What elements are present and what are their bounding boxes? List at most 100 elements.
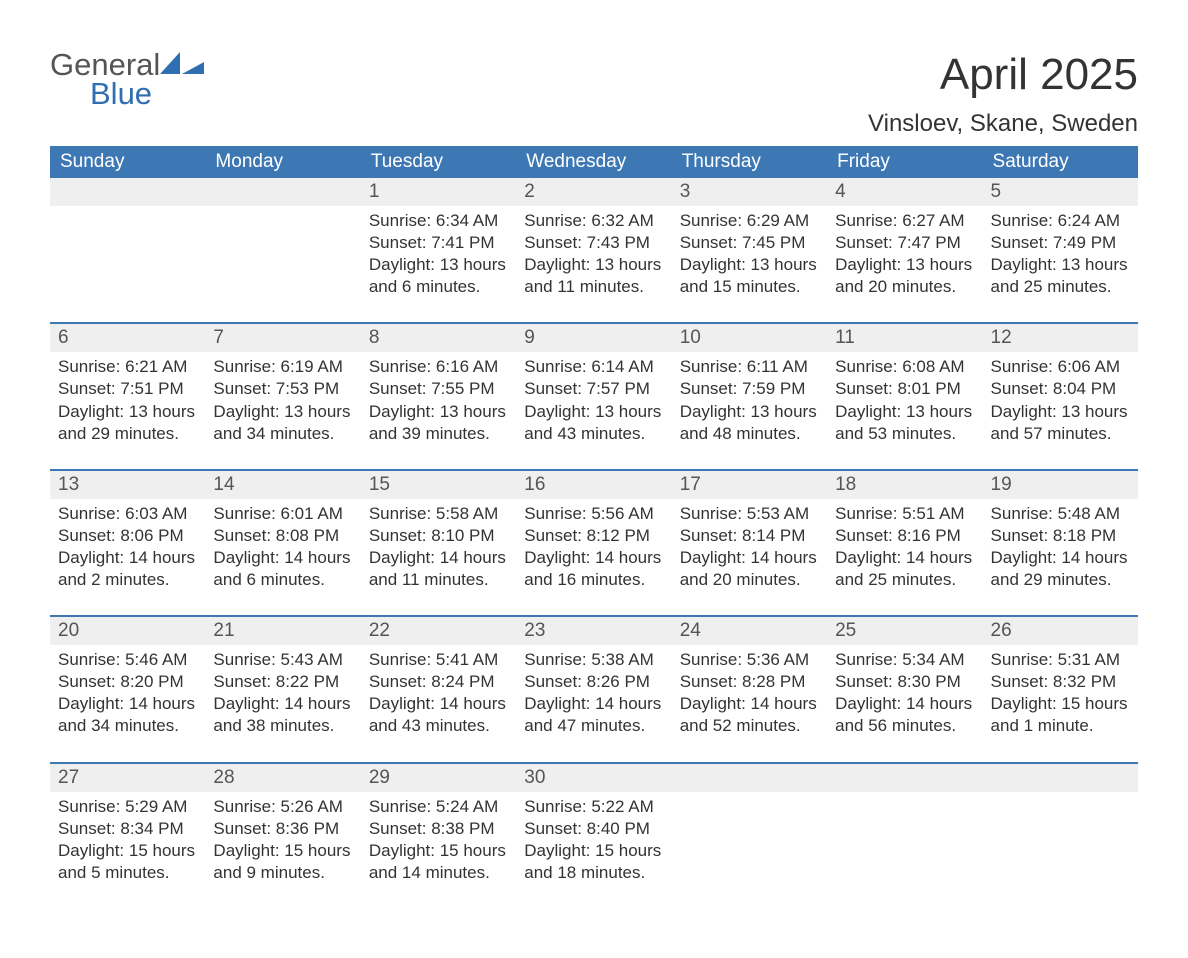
- daylight-text: Daylight: 13 hours and 53 minutes.: [835, 401, 974, 445]
- day-number-cell: 27: [50, 763, 205, 792]
- day-number-cell: 30: [516, 763, 671, 792]
- day-content-cell: Sunrise: 6:16 AMSunset: 7:55 PMDaylight:…: [361, 352, 516, 469]
- day-number-cell: [50, 178, 205, 206]
- day-number-cell: 29: [361, 763, 516, 792]
- sunset-text: Sunset: 7:51 PM: [58, 378, 197, 400]
- content-row: Sunrise: 6:21 AMSunset: 7:51 PMDaylight:…: [50, 352, 1138, 469]
- day-content-cell: Sunrise: 6:19 AMSunset: 7:53 PMDaylight:…: [205, 352, 360, 469]
- sunrise-text: Sunrise: 5:24 AM: [369, 796, 508, 818]
- day-number-cell: 13: [50, 470, 205, 499]
- day-number-cell: 6: [50, 323, 205, 352]
- daylight-text: Daylight: 14 hours and 38 minutes.: [213, 693, 352, 737]
- sunrise-text: Sunrise: 6:32 AM: [524, 210, 663, 232]
- daylight-text: Daylight: 13 hours and 29 minutes.: [58, 401, 197, 445]
- day-content-cell: Sunrise: 5:43 AMSunset: 8:22 PMDaylight:…: [205, 645, 360, 762]
- daylight-text: Daylight: 15 hours and 18 minutes.: [524, 840, 663, 884]
- sunset-text: Sunset: 8:28 PM: [680, 671, 819, 693]
- day-content-cell: Sunrise: 5:31 AMSunset: 8:32 PMDaylight:…: [983, 645, 1138, 762]
- weekday-header: Wednesday: [516, 146, 671, 178]
- daylight-text: Daylight: 13 hours and 20 minutes.: [835, 254, 974, 298]
- daylight-text: Daylight: 14 hours and 56 minutes.: [835, 693, 974, 737]
- daylight-text: Daylight: 15 hours and 14 minutes.: [369, 840, 508, 884]
- daylight-text: Daylight: 13 hours and 34 minutes.: [213, 401, 352, 445]
- day-number-cell: 1: [361, 178, 516, 206]
- content-row: Sunrise: 6:03 AMSunset: 8:06 PMDaylight:…: [50, 499, 1138, 616]
- day-number-cell: 18: [827, 470, 982, 499]
- daynum-row: 6789101112: [50, 323, 1138, 352]
- day-content-cell: [50, 206, 205, 323]
- sunrise-text: Sunrise: 5:58 AM: [369, 503, 508, 525]
- sunrise-text: Sunrise: 6:08 AM: [835, 356, 974, 378]
- day-number-cell: 16: [516, 470, 671, 499]
- day-number-cell: [672, 763, 827, 792]
- daylight-text: Daylight: 13 hours and 25 minutes.: [991, 254, 1130, 298]
- sunrise-text: Sunrise: 5:51 AM: [835, 503, 974, 525]
- sunset-text: Sunset: 7:55 PM: [369, 378, 508, 400]
- day-number-cell: 5: [983, 178, 1138, 206]
- logo-word1: General: [50, 50, 160, 79]
- daynum-row: 27282930: [50, 763, 1138, 792]
- day-content-cell: Sunrise: 5:58 AMSunset: 8:10 PMDaylight:…: [361, 499, 516, 616]
- day-content-cell: Sunrise: 6:06 AMSunset: 8:04 PMDaylight:…: [983, 352, 1138, 469]
- sunrise-text: Sunrise: 5:22 AM: [524, 796, 663, 818]
- sunset-text: Sunset: 7:53 PM: [213, 378, 352, 400]
- sunset-text: Sunset: 8:08 PM: [213, 525, 352, 547]
- daylight-text: Daylight: 15 hours and 5 minutes.: [58, 840, 197, 884]
- sunrise-text: Sunrise: 5:41 AM: [369, 649, 508, 671]
- day-number-cell: 15: [361, 470, 516, 499]
- content-row: Sunrise: 5:46 AMSunset: 8:20 PMDaylight:…: [50, 645, 1138, 762]
- day-number-cell: 7: [205, 323, 360, 352]
- day-content-cell: Sunrise: 6:24 AMSunset: 7:49 PMDaylight:…: [983, 206, 1138, 323]
- sunset-text: Sunset: 7:41 PM: [369, 232, 508, 254]
- calendar-table: Sunday Monday Tuesday Wednesday Thursday…: [50, 146, 1138, 908]
- day-content-cell: Sunrise: 5:53 AMSunset: 8:14 PMDaylight:…: [672, 499, 827, 616]
- daylight-text: Daylight: 15 hours and 9 minutes.: [213, 840, 352, 884]
- sunrise-text: Sunrise: 5:36 AM: [680, 649, 819, 671]
- sunset-text: Sunset: 7:59 PM: [680, 378, 819, 400]
- logo: General Blue: [50, 50, 206, 109]
- sunrise-text: Sunrise: 6:14 AM: [524, 356, 663, 378]
- day-number-cell: 26: [983, 616, 1138, 645]
- day-number-cell: 22: [361, 616, 516, 645]
- page-title: April 2025: [868, 50, 1138, 100]
- weekday-header: Sunday: [50, 146, 205, 178]
- header: General Blue April 2025 Vinsloev, Skane,…: [50, 50, 1138, 138]
- sunset-text: Sunset: 8:06 PM: [58, 525, 197, 547]
- day-content-cell: Sunrise: 5:41 AMSunset: 8:24 PMDaylight:…: [361, 645, 516, 762]
- sunset-text: Sunset: 8:36 PM: [213, 818, 352, 840]
- weekday-header: Monday: [205, 146, 360, 178]
- daylight-text: Daylight: 13 hours and 39 minutes.: [369, 401, 508, 445]
- content-row: Sunrise: 5:29 AMSunset: 8:34 PMDaylight:…: [50, 792, 1138, 908]
- day-content-cell: Sunrise: 5:26 AMSunset: 8:36 PMDaylight:…: [205, 792, 360, 908]
- sunset-text: Sunset: 8:14 PM: [680, 525, 819, 547]
- day-content-cell: [827, 792, 982, 908]
- weekday-header: Friday: [827, 146, 982, 178]
- day-content-cell: [205, 206, 360, 323]
- content-row: Sunrise: 6:34 AMSunset: 7:41 PMDaylight:…: [50, 206, 1138, 323]
- sunrise-text: Sunrise: 5:26 AM: [213, 796, 352, 818]
- sunrise-text: Sunrise: 5:29 AM: [58, 796, 197, 818]
- daylight-text: Daylight: 15 hours and 1 minute.: [991, 693, 1130, 737]
- daylight-text: Daylight: 14 hours and 47 minutes.: [524, 693, 663, 737]
- day-number-cell: 19: [983, 470, 1138, 499]
- sunrise-text: Sunrise: 5:43 AM: [213, 649, 352, 671]
- day-content-cell: Sunrise: 5:36 AMSunset: 8:28 PMDaylight:…: [672, 645, 827, 762]
- day-number-cell: 25: [827, 616, 982, 645]
- sunset-text: Sunset: 8:04 PM: [991, 378, 1130, 400]
- day-number-cell: 9: [516, 323, 671, 352]
- day-content-cell: Sunrise: 5:34 AMSunset: 8:30 PMDaylight:…: [827, 645, 982, 762]
- day-content-cell: Sunrise: 6:14 AMSunset: 7:57 PMDaylight:…: [516, 352, 671, 469]
- day-content-cell: Sunrise: 6:29 AMSunset: 7:45 PMDaylight:…: [672, 206, 827, 323]
- day-content-cell: Sunrise: 5:48 AMSunset: 8:18 PMDaylight:…: [983, 499, 1138, 616]
- sunset-text: Sunset: 8:22 PM: [213, 671, 352, 693]
- sunrise-text: Sunrise: 6:29 AM: [680, 210, 819, 232]
- sunrise-text: Sunrise: 6:06 AM: [991, 356, 1130, 378]
- day-content-cell: Sunrise: 6:27 AMSunset: 7:47 PMDaylight:…: [827, 206, 982, 323]
- sunrise-text: Sunrise: 5:31 AM: [991, 649, 1130, 671]
- day-number-cell: 2: [516, 178, 671, 206]
- daylight-text: Daylight: 14 hours and 29 minutes.: [991, 547, 1130, 591]
- sunset-text: Sunset: 8:10 PM: [369, 525, 508, 547]
- daynum-row: 12345: [50, 178, 1138, 206]
- daylight-text: Daylight: 13 hours and 11 minutes.: [524, 254, 663, 298]
- day-number-cell: 4: [827, 178, 982, 206]
